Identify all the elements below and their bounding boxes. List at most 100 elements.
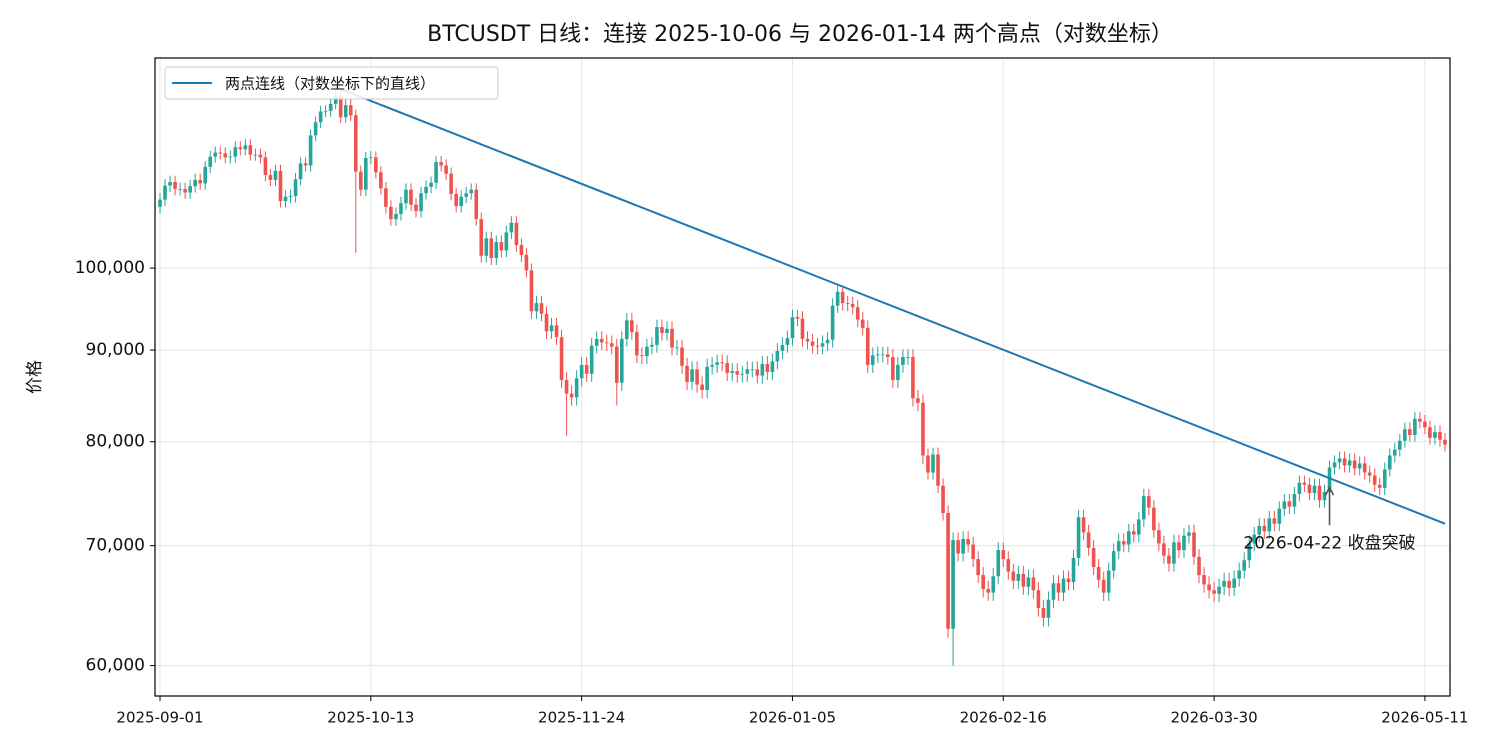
- candle-body: [619, 338, 624, 383]
- candle-body: [1157, 530, 1161, 544]
- legend-label: 两点连线（对数坐标下的直线）: [225, 75, 435, 93]
- candle-body: [1081, 517, 1086, 533]
- candle-body: [539, 303, 544, 314]
- candle-body: [1096, 567, 1101, 580]
- candle-body: [514, 222, 519, 246]
- y-tick-label: 80,000: [86, 432, 145, 452]
- candle-body: [1091, 547, 1096, 568]
- candle-body: [665, 328, 669, 333]
- candle-body: [635, 332, 639, 356]
- candle-body: [343, 105, 348, 118]
- candle-body: [1372, 475, 1377, 485]
- candle-body: [389, 206, 393, 220]
- candle-body: [499, 242, 504, 251]
- x-tick-label: 2026-03-30: [1170, 709, 1257, 727]
- candle-body: [459, 196, 463, 207]
- candle-body: [293, 179, 298, 197]
- candle-body: [384, 188, 388, 207]
- candle-body: [695, 369, 699, 385]
- candle-body: [1367, 472, 1372, 476]
- candle-body: [1252, 534, 1257, 544]
- candle-body: [1011, 571, 1016, 581]
- candle-body: [263, 157, 268, 176]
- candle-body: [328, 103, 333, 111]
- legend-box: [164, 66, 499, 100]
- candle-body: [158, 199, 162, 207]
- candle-body: [835, 291, 840, 306]
- candle-body: [1016, 573, 1021, 581]
- candle-body: [338, 95, 343, 118]
- candle-body: [394, 214, 398, 220]
- candle-body: [1187, 532, 1191, 536]
- candle-body: [735, 371, 740, 375]
- candle-body: [504, 232, 509, 251]
- candle-body: [650, 344, 654, 347]
- candle-body: [765, 364, 770, 373]
- plot-frame: [154, 57, 1451, 697]
- candle-body: [850, 303, 855, 308]
- candle-body: [1202, 575, 1206, 585]
- candle-body: [750, 369, 755, 371]
- candle-body: [1247, 543, 1252, 561]
- candle-body: [770, 361, 775, 373]
- candle-body: [243, 145, 248, 150]
- y-tick-label: 60,000: [86, 656, 145, 676]
- candle-body: [454, 193, 458, 207]
- candle-body: [810, 341, 815, 346]
- candle-body: [886, 354, 890, 358]
- candle-body: [946, 512, 950, 629]
- candle-body: [313, 122, 318, 136]
- candle-body: [469, 189, 474, 194]
- candle-body: [333, 95, 338, 104]
- candle-body: [579, 364, 584, 379]
- candle-body: [790, 317, 795, 339]
- candle-body: [875, 354, 880, 356]
- candle-body: [840, 291, 845, 304]
- y-axis-label: 价格: [25, 360, 45, 394]
- candle-body: [675, 347, 679, 349]
- candle-body: [901, 357, 905, 365]
- candle-body: [865, 327, 870, 365]
- candle-body: [1403, 429, 1407, 441]
- candle-body: [168, 182, 172, 186]
- candle-body: [1116, 541, 1121, 552]
- candle-body: [825, 339, 830, 344]
- candle-body: [248, 145, 253, 155]
- candle-body: [1061, 578, 1066, 593]
- candle-body: [574, 378, 579, 398]
- trendline: [335, 86, 1446, 525]
- candle-body: [1433, 432, 1437, 438]
- x-tick-label: 2025-09-01: [116, 709, 203, 727]
- candle-body: [1227, 580, 1231, 588]
- candle-body: [213, 152, 218, 157]
- candle-body: [424, 186, 428, 194]
- candle-body: [1217, 586, 1221, 594]
- candle-body: [183, 189, 187, 193]
- candle-body: [740, 373, 745, 375]
- candle-body: [991, 576, 996, 593]
- candle-body: [1352, 460, 1357, 469]
- candle-body: [1182, 535, 1186, 551]
- candle-body: [609, 343, 614, 347]
- candle-body: [429, 182, 433, 187]
- candle-body: [845, 303, 850, 304]
- candle-body: [720, 362, 724, 364]
- candle-body: [941, 485, 945, 513]
- candle-body: [916, 398, 920, 403]
- candle-body: [976, 559, 980, 576]
- candle-body: [584, 364, 589, 374]
- candle-body: [1212, 590, 1216, 594]
- candle-body: [379, 172, 383, 189]
- candle-body: [1142, 496, 1146, 520]
- candle-body: [685, 365, 689, 382]
- candle-body: [936, 454, 940, 486]
- candle-body: [1297, 482, 1302, 495]
- candle-body: [439, 162, 443, 166]
- candle-body: [1317, 485, 1322, 501]
- candle-body: [464, 193, 469, 197]
- candle-body: [1362, 463, 1367, 473]
- candle-body: [800, 318, 805, 339]
- candle-body: [996, 550, 1001, 577]
- candle-body: [1021, 573, 1026, 587]
- candle-body: [896, 364, 900, 381]
